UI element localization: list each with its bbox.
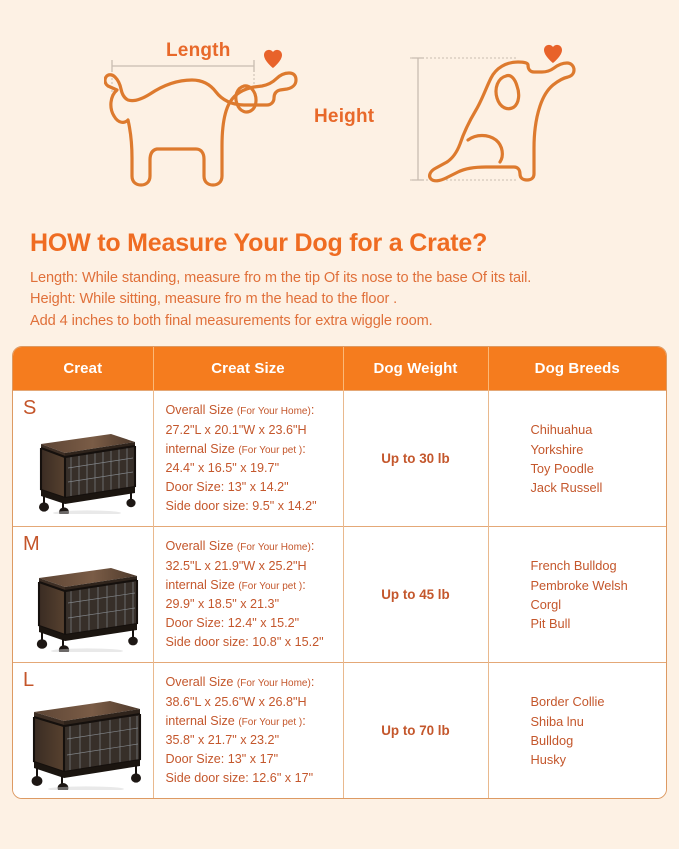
dog-weight-cell-m: Up to 45 lb [343,526,489,663]
overall-size-line: Overall Size (For Your Home): [165,675,315,690]
internal-size-note: (For Your pet ) [238,444,303,456]
table-header-row: Creat Creat Size Dog Weight Dog Breeds [13,347,666,391]
breed-item: Corgl [530,596,562,612]
table-row: M [13,526,666,663]
breed-item: Border Collie [530,694,605,710]
dog-crate-photo [38,433,136,514]
instruction-line-2: Height: While sitting, measure fro m the… [30,291,398,308]
sitting-dog-outline-icon [410,44,576,183]
overall-size-note: (For Your Home) [236,406,311,418]
crate-image-cell-s: S [13,390,154,527]
breed-item: Pit Bull [530,615,571,631]
measurement-illustration-band: Length Height [0,0,679,228]
overall-size-value: 27.2"L x 20.1"W x 23.6"H [165,422,307,437]
breed-item: Yorkshire [530,441,584,457]
breed-item: Jack Russell [530,479,603,495]
breed-item: Bulldog [530,732,574,748]
size-letter-m: M [23,533,41,556]
height-label: Height [314,106,375,127]
column-header-crate: Creat [13,347,154,391]
breed-item: Toy Poodle [530,460,594,476]
heading-block: HOW to Measure Your Dog for a Crate? Len… [0,229,679,332]
dog-crate-photo [36,567,138,652]
sitting-dog-figure: Height [314,28,576,198]
dog-breeds-cell-l: Border Collie Shiba lnu Bulldog Husky [488,662,666,799]
internal-size-line: internal Size (For Your pet ): [165,577,306,592]
side-door-size-value: Side door size: 10.8" x 15.2" [165,635,324,650]
table-row: S [13,390,666,527]
crate-size-table: Creat Creat Size Dog Weight Dog Breeds S [13,347,666,799]
dog-breeds-cell-s: Chihuahua Yorkshire Toy Poodle Jack Russ… [488,390,666,527]
breed-item: Shiba lnu [530,713,584,729]
instruction-line-3: Add 4 inches to both final measurements … [30,312,433,329]
internal-size-value: 35.8" x 21.7" x 23.2" [165,732,280,747]
internal-size-line: internal Size (For Your pet ): [165,441,306,456]
door-size-value: Door Size: 13" x 17" [165,751,279,766]
instruction-line-1: Length: While standing, measure fro m th… [30,269,532,286]
crate-image-cell-l: L [13,662,154,799]
overall-size-label: Overall Size [165,539,234,554]
internal-size-label: internal Size [165,713,235,728]
side-door-size-value: Side door size: 12.6" x 17" [165,771,314,786]
column-header-dog-breeds: Dog Breeds [488,347,666,391]
internal-size-label: internal Size [165,441,235,456]
overall-size-label: Overall Size [165,675,234,690]
breed-item: Pembroke Welsh [530,577,628,593]
table-row: L [13,662,666,799]
length-label: Length [166,40,231,61]
overall-size-value: 38.6"L x 25.6"W x 26.8"H [165,694,307,709]
internal-size-note: (For Your pet ) [238,716,303,728]
crate-size-cell-m: Overall Size (For Your Home): 32.5"L x 2… [153,526,344,663]
door-size-value: Door Size: 13" x 14.2" [165,479,289,494]
standing-dog-outline-icon [103,49,298,187]
internal-size-line: internal Size (For Your pet ): [165,713,306,728]
dog-weight-cell-l: Up to 70 lb [343,662,489,799]
internal-size-value: 29.9" x 18.5" x 21.3" [165,596,280,611]
crate-size-cell-s: Overall Size (For Your Home): 27.2"L x 2… [153,390,344,527]
overall-size-line: Overall Size (For Your Home): [165,403,315,418]
dog-weight-cell-s: Up to 30 lb [343,390,489,527]
overall-size-note: (For Your Home) [236,542,311,554]
heart-icon [544,44,562,63]
internal-size-value: 24.4" x 16.5" x 19.7" [165,460,280,475]
internal-size-note: (For Your pet ) [238,580,303,592]
door-size-value: Door Size: 12.4" x 15.2" [165,615,300,630]
table-body: S [13,390,666,799]
page-title: HOW to Measure Your Dog for a Crate? [30,229,488,257]
side-door-size-value: Side door size: 9.5" x 14.2" [165,499,317,514]
crate-size-table-wrapper: Creat Creat Size Dog Weight Dog Breeds S [12,346,667,800]
breed-item: French Bulldog [530,558,617,574]
heart-icon [264,49,282,68]
size-letter-l: L [23,669,35,692]
breed-item: Husky [530,751,567,767]
crate-image-cell-m: M [13,526,154,663]
internal-size-label: internal Size [165,577,235,592]
overall-size-line: Overall Size (For Your Home): [165,539,315,554]
overall-size-note: (For Your Home) [236,678,311,690]
crate-size-cell-l: Overall Size (For Your Home): 38.6"L x 2… [153,662,344,799]
dog-crate-photo [31,700,141,790]
column-header-crate-size: Creat Size [153,347,344,391]
standing-dog-figure: Length [103,28,304,198]
size-letter-s: S [23,397,37,420]
overall-size-value: 32.5"L x 21.9"W x 25.2"H [165,558,307,573]
overall-size-label: Overall Size [165,403,234,418]
breed-item: Chihuahua [530,422,593,438]
dog-breeds-cell-m: French Bulldog Pembroke Welsh Corgl Pit … [488,526,666,663]
column-header-dog-weight: Dog Weight [343,347,489,391]
